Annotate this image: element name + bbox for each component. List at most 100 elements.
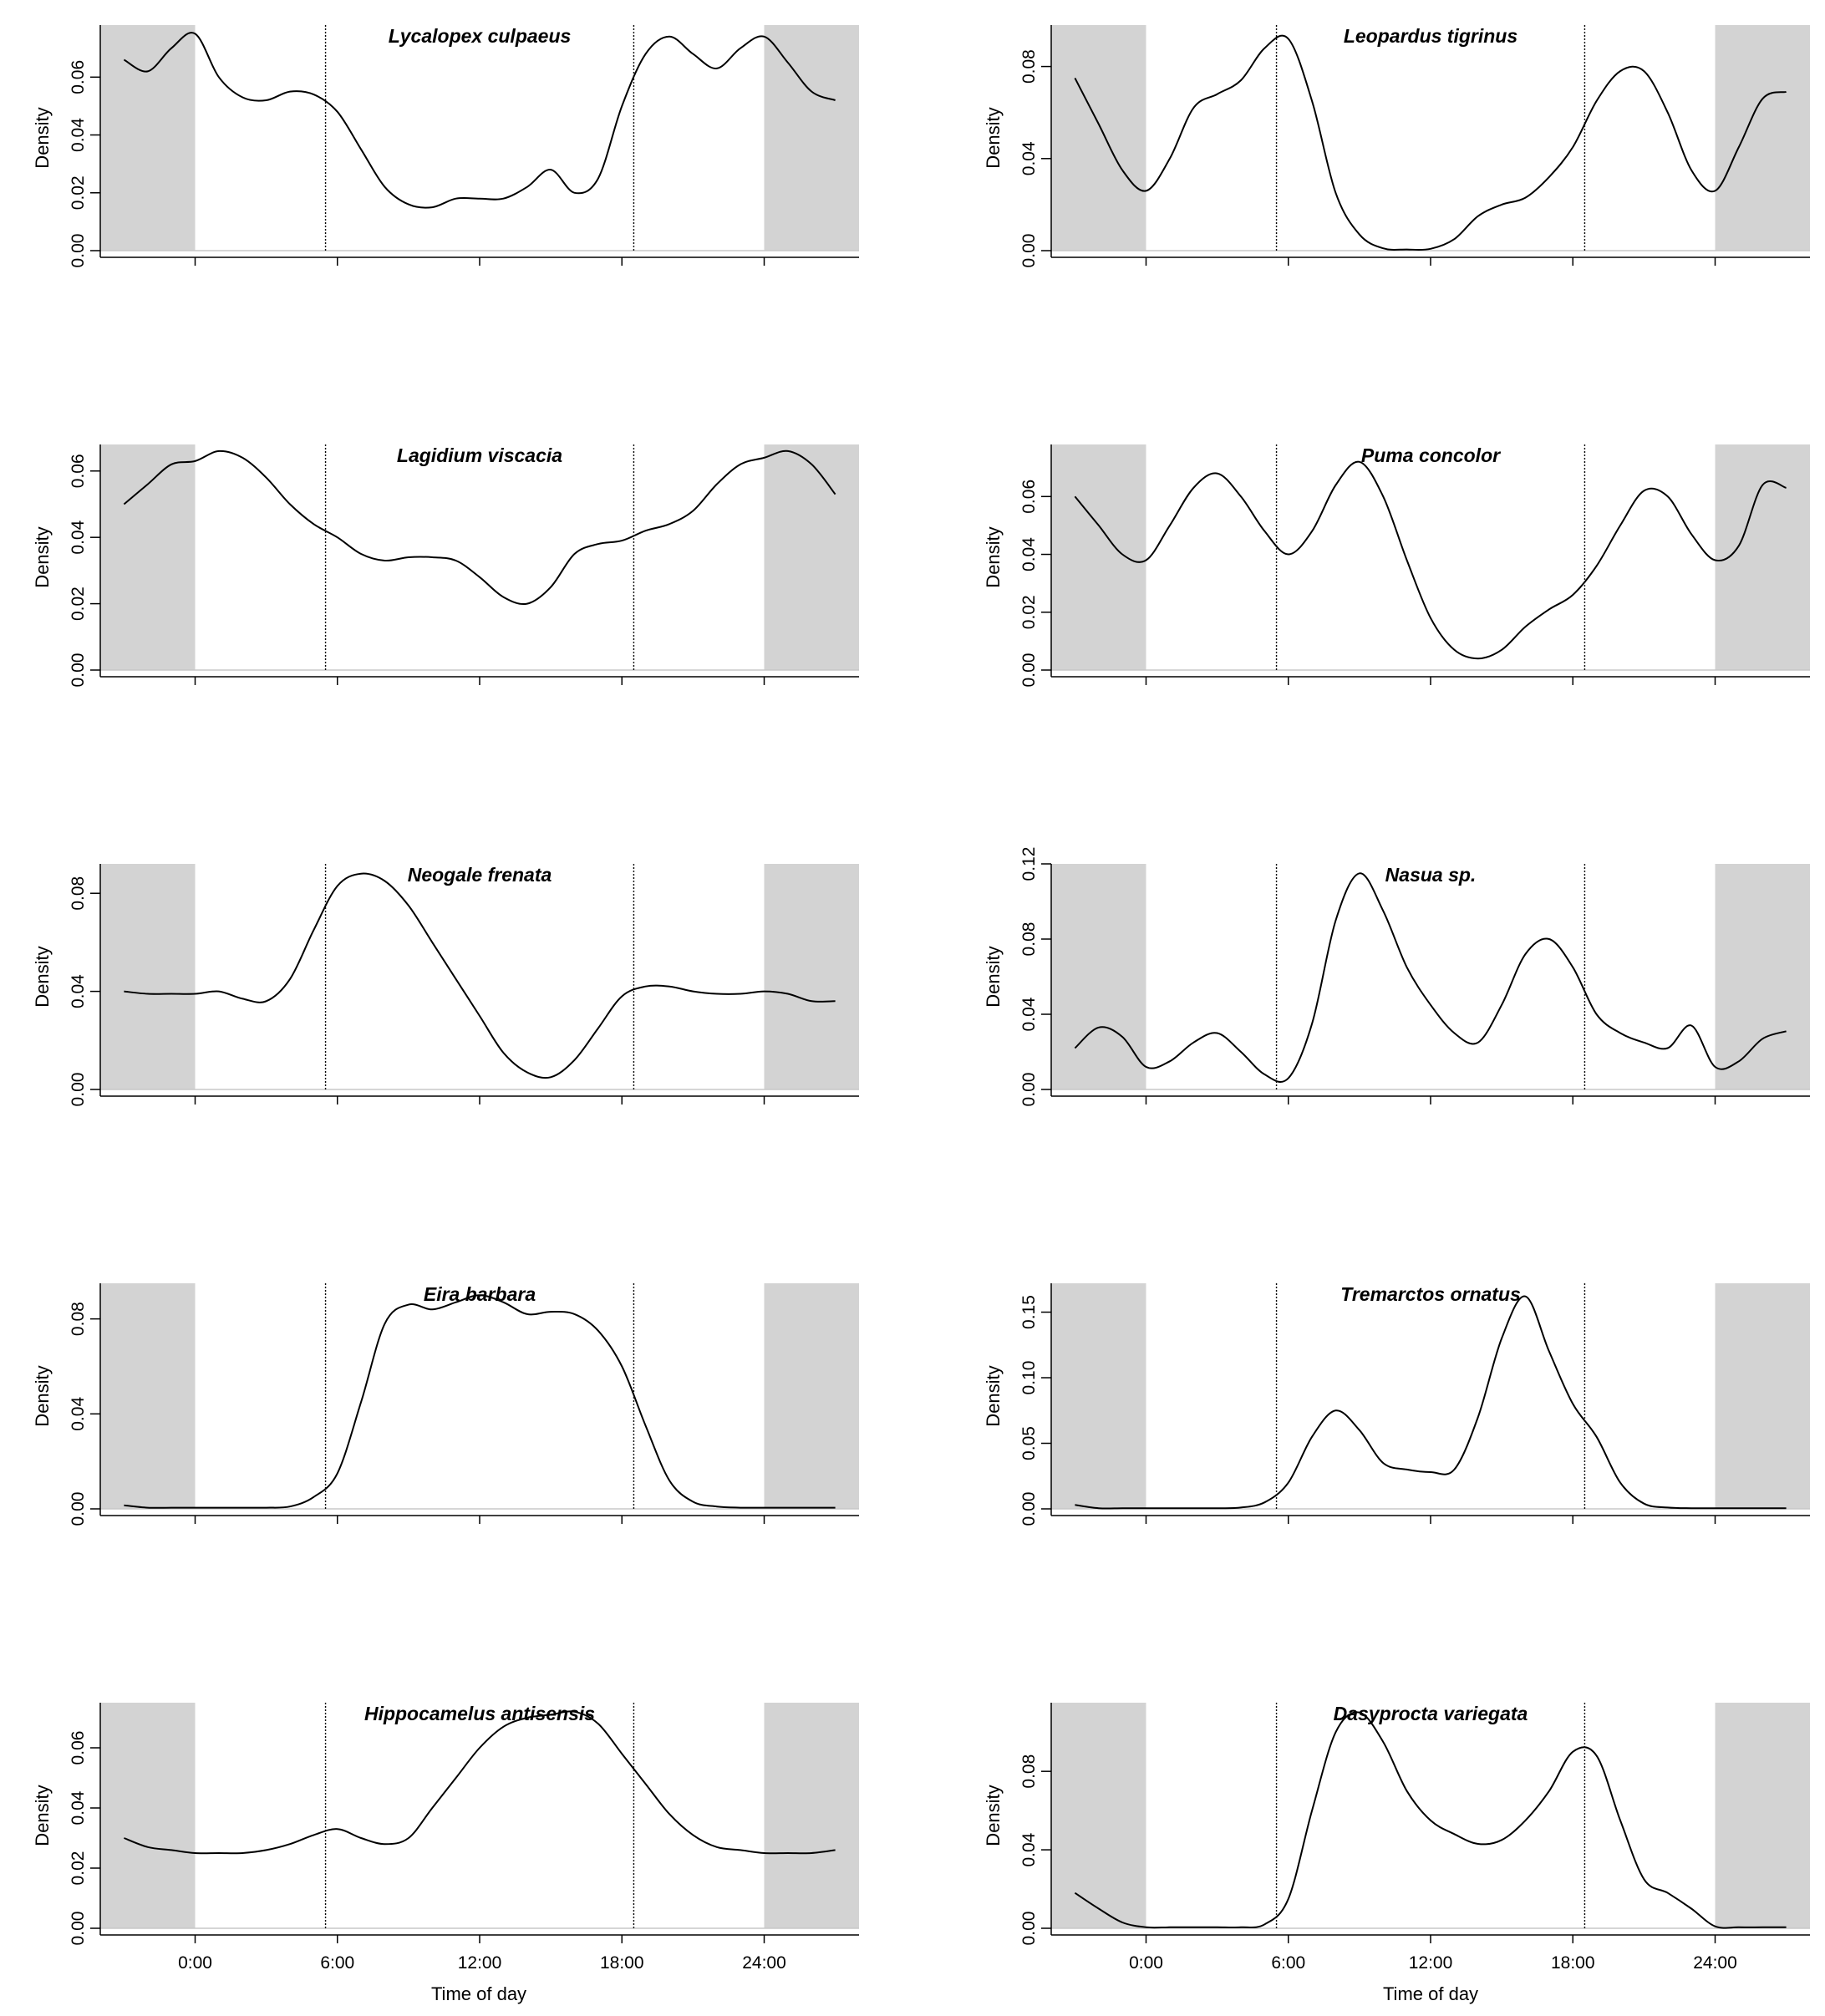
panel-nasua-sp: 0.00 0.04 0.08 0.12 Density Nasua sp. xyxy=(983,847,1810,1107)
panel-title: Hippocamelus antisensis xyxy=(364,1703,595,1724)
x-tick-label: 0:00 xyxy=(1129,1953,1163,1973)
night-shading-left xyxy=(1051,444,1146,670)
y-tick-label: 0.00 xyxy=(1019,1073,1039,1107)
panel-title: Nasua sp. xyxy=(1385,864,1477,886)
x-tick-label: 18:00 xyxy=(1551,1953,1595,1973)
density-curve xyxy=(1074,1711,1787,1929)
night-shading-right xyxy=(764,25,859,251)
x-tick-label: 0:00 xyxy=(178,1953,212,1973)
y-tick-label: 0.15 xyxy=(1019,1295,1039,1329)
y-tick-label: 0.08 xyxy=(69,1302,88,1336)
y-tick-label: 0.04 xyxy=(1019,1832,1039,1866)
density-curve xyxy=(124,1294,836,1509)
density-curve xyxy=(1074,460,1787,660)
x-tick-label: 18:00 xyxy=(600,1953,644,1973)
x-tick-label: 6:00 xyxy=(1271,1953,1305,1973)
y-tick-label: 0.06 xyxy=(69,454,88,488)
y-tick-label: 0.04 xyxy=(69,1397,88,1431)
y-axis-label: Density xyxy=(32,526,53,587)
y-tick-label: 0.12 xyxy=(1019,847,1039,881)
x-axis-label-left: Time of day xyxy=(431,1983,526,2004)
night-shading-left xyxy=(1051,1703,1146,1928)
y-axis-label: Density xyxy=(983,1365,1004,1426)
y-tick-label: 0.04 xyxy=(69,974,88,1008)
panel-title: Eira barbara xyxy=(424,1283,536,1305)
x-axis-label-right: Time of day xyxy=(1383,1983,1478,2004)
y-tick-label: 0.08 xyxy=(1019,922,1039,957)
panel-title: Puma concolor xyxy=(1361,444,1501,466)
density-curve xyxy=(124,872,836,1079)
night-shading-left xyxy=(100,1703,196,1928)
density-curve xyxy=(1075,1295,1787,1510)
night-shading-right xyxy=(764,1283,859,1509)
x-tick-label: 6:00 xyxy=(320,1953,354,1973)
panel-lycalopex-culpaeus: 0.00 0.02 0.04 0.06 Density Lycalopex culpaeu… xyxy=(32,25,859,267)
night-shading-left xyxy=(100,25,196,251)
night-shading-right xyxy=(764,864,859,1089)
y-tick-label: 0.00 xyxy=(69,1492,88,1526)
y-tick-label: 0.00 xyxy=(1019,1912,1039,1946)
panel-neogale-frenata: 0.00 0.04 0.08 Density Neogale frenata xyxy=(32,864,859,1106)
night-shading-right xyxy=(764,444,859,670)
y-tick-label: 0.10 xyxy=(1019,1361,1039,1395)
y-tick-label: 0.06 xyxy=(1019,480,1039,514)
x-tick-label: 24:00 xyxy=(1693,1953,1737,1973)
y-tick-label: 0.04 xyxy=(69,118,88,152)
night-shading-left xyxy=(100,1283,196,1509)
night-shading-right xyxy=(1715,444,1810,670)
panel-leopardus-tigrinus: 0.00 0.04 0.08 Density Leopardus tigrinus xyxy=(983,25,1810,267)
y-axis-label: Density xyxy=(32,107,53,168)
panel-title: Dasyprocta variegata xyxy=(1334,1703,1528,1724)
density-curve xyxy=(124,1710,836,1855)
y-axis-label: Density xyxy=(32,946,53,1007)
y-tick-label: 0.00 xyxy=(69,653,88,688)
panel-title: Neogale frenata xyxy=(408,864,552,886)
x-tick-label: 12:00 xyxy=(1409,1953,1453,1973)
y-axis-label: Density xyxy=(983,946,1004,1007)
y-axis-label: Density xyxy=(983,526,1004,587)
y-tick-label: 0.05 xyxy=(1019,1426,1039,1460)
panel-title: Leopardus tigrinus xyxy=(1344,25,1517,47)
y-axis-label: Density xyxy=(983,1785,1004,1846)
y-tick-label: 0.02 xyxy=(69,1851,88,1886)
night-shading-left xyxy=(1051,25,1146,251)
night-shading-right xyxy=(764,1703,859,1928)
x-tick-label: 24:00 xyxy=(742,1953,786,1973)
y-axis-label: Density xyxy=(32,1365,53,1426)
night-shading-right xyxy=(1715,1703,1810,1928)
night-shading-left xyxy=(100,444,196,670)
night-shading-left xyxy=(1051,864,1146,1089)
x-tick-label: 12:00 xyxy=(458,1953,502,1973)
y-tick-label: 0.00 xyxy=(1019,653,1039,688)
y-tick-label: 0.00 xyxy=(69,1912,88,1946)
panel-title: Lagidium viscacia xyxy=(397,444,562,466)
y-tick-label: 0.04 xyxy=(69,1790,88,1825)
night-shading-right xyxy=(1715,25,1810,251)
y-axis-label: Density xyxy=(983,107,1004,168)
night-shading-left xyxy=(1051,1283,1146,1509)
panel-hippocamelus-antisensis: 0.00 0.02 0.04 0.06 0:00 6:00 12:00 18:00 24:00 D… xyxy=(32,1703,859,1973)
y-tick-label: 0.08 xyxy=(1019,49,1039,84)
y-tick-label: 0.02 xyxy=(69,175,88,210)
y-tick-label: 0.04 xyxy=(1019,141,1039,175)
y-tick-label: 0.00 xyxy=(69,1073,88,1107)
y-tick-label: 0.02 xyxy=(69,587,88,621)
y-tick-label: 0.06 xyxy=(69,1731,88,1765)
y-tick-label: 0.00 xyxy=(69,234,88,268)
y-axis-label: Density xyxy=(32,1785,53,1846)
y-tick-label: 0.00 xyxy=(1019,1492,1039,1526)
density-curve xyxy=(123,32,836,209)
night-shading-right xyxy=(1715,864,1810,1089)
y-tick-label: 0.04 xyxy=(1019,997,1039,1031)
y-tick-label: 0.04 xyxy=(1019,537,1039,571)
night-shading-right xyxy=(1715,1283,1810,1509)
y-tick-label: 0.00 xyxy=(1019,234,1039,268)
y-tick-label: 0.02 xyxy=(1019,595,1039,629)
density-curve xyxy=(1074,34,1787,251)
y-tick-label: 0.08 xyxy=(1019,1754,1039,1789)
panel-title: Lycalopex culpaeus xyxy=(389,25,572,47)
night-shading-left xyxy=(100,864,196,1089)
y-tick-label: 0.06 xyxy=(69,60,88,94)
panel-title: Tremarctos ornatus xyxy=(1340,1283,1521,1305)
